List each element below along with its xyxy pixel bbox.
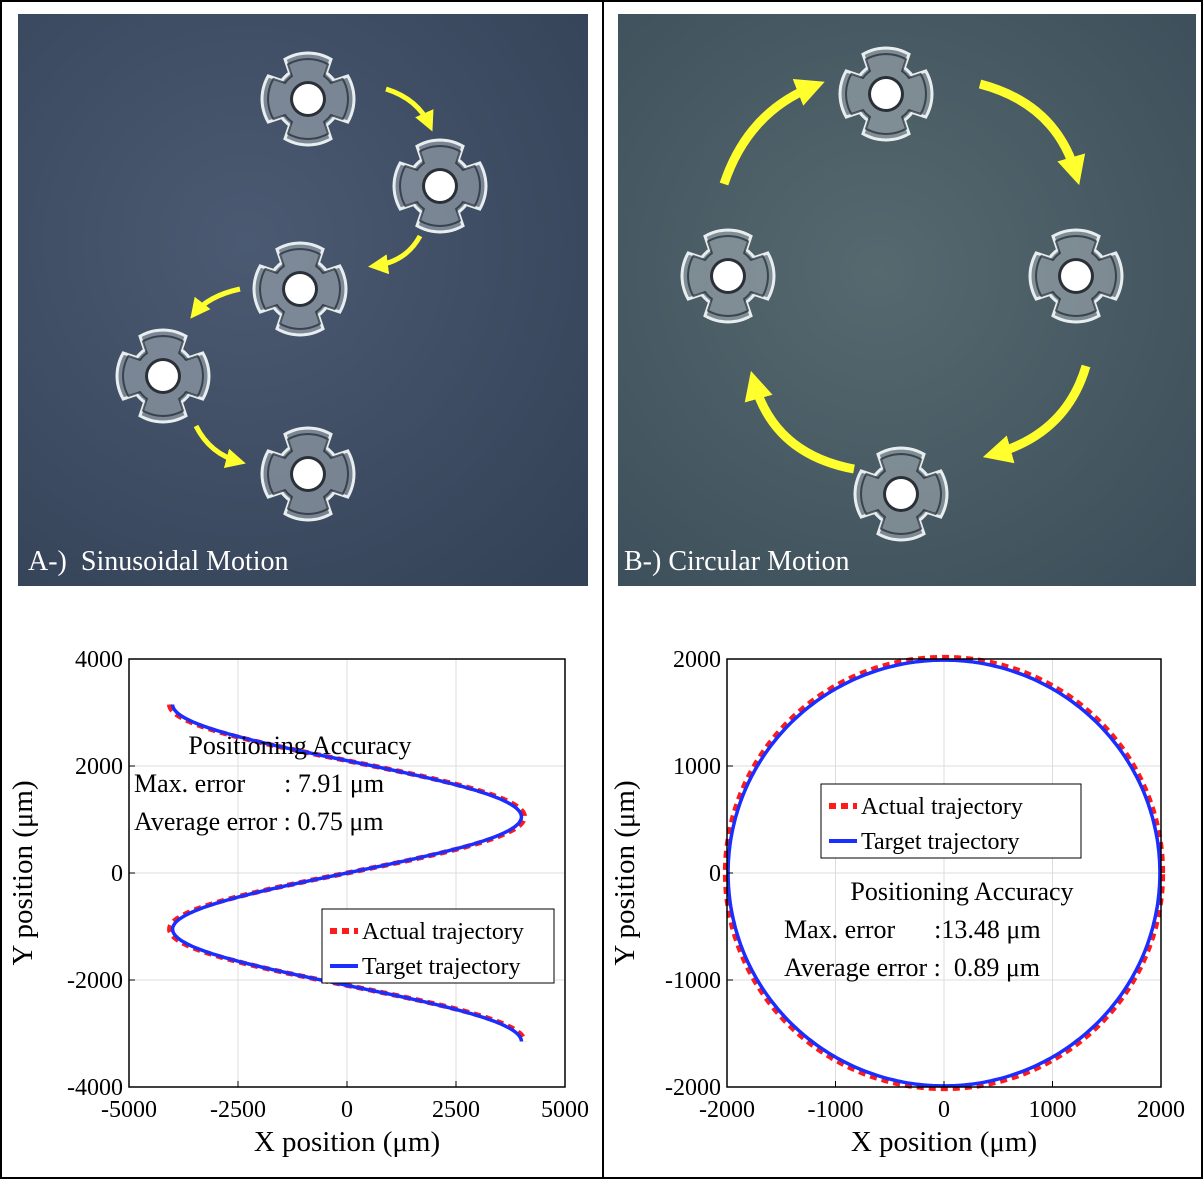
y-tick-label: -4000 [67,1075,123,1101]
max-error-label: Max. error :13.48 μm [784,915,1041,944]
microrobot-hole [871,79,901,109]
photo-sinusoidal-motion: A-) Sinusoidal Motion [18,14,588,586]
y-tick-label: 0 [111,861,123,887]
x-tick-label: 0 [938,1097,950,1123]
microrobot [260,51,356,147]
photo-b-caption: B-) Circular Motion [624,546,850,577]
series-line-target [170,704,524,1042]
microrobot-edge [258,247,342,331]
microrobot-hole [425,171,455,201]
x-tick-label: -2500 [210,1097,266,1123]
max-error-label: Max. error : 7.91 μm [134,769,384,798]
microrobot-edge [859,452,943,536]
x-tick-label: 2000 [1137,1097,1185,1123]
microrobot-hole [293,459,323,489]
accuracy-title: Positioning Accuracy [188,731,411,760]
x-tick-label: 5000 [541,1097,589,1123]
y-tick-label: 1000 [673,754,721,780]
x-tick-label: 0 [341,1097,353,1123]
y-tick-label: 2000 [673,647,721,673]
chart-a-svg: -5000 -2500 0 2500 5000 -4000 -2000 0 2000 4000 X … [7,647,589,1158]
microrobot [1028,228,1124,324]
y-axis-label: Y position (μm) [609,780,641,965]
microrobot-edge [398,144,482,228]
chart-circular: -2000 -1000 0 1000 2000 -2000 -1000 0 1000 2000 X … [604,612,1203,1177]
y-tick-label: -2000 [665,1075,721,1101]
microrobot-hole [285,274,315,304]
microrobot [838,46,934,142]
microrobot [252,241,348,337]
average-error-label: Average error : 0.89 μm [784,953,1040,982]
x-tick-label: 1000 [1029,1097,1077,1123]
microrobot [115,328,211,424]
photo-circular-motion: B-) Circular Motion [618,14,1196,586]
microrobot-edge [266,432,350,516]
photo-b-svg [618,14,1196,586]
photo-a-caption: A-) Sinusoidal Motion [28,546,289,577]
motion-arrow [978,79,1086,186]
microrobot [260,426,356,522]
y-tick-label: 0 [709,861,721,887]
microrobot-hole [148,361,178,391]
motion-arrow [190,286,241,319]
microrobot-edge [1034,234,1118,318]
microrobot [392,138,488,234]
microrobot-edge [686,234,770,318]
microrobot-edge [121,334,205,418]
y-tick-label: 2000 [75,754,123,780]
panel-divider [602,2,604,1177]
accuracy-title: Positioning Accuracy [850,877,1073,906]
microrobot-hole [293,84,323,114]
microrobot-hole [1061,261,1091,291]
microrobot [680,228,776,324]
motion-arrow [719,78,825,186]
legend-entry: Target trajectory [362,954,520,980]
chart-sinusoidal: -5000 -2500 0 2500 5000 -4000 -2000 0 2000 4000 X … [2,612,602,1177]
motion-arrows-a [190,86,434,469]
average-error-label: Average error : 0.75 μm [134,807,384,836]
legend-box [321,908,555,984]
legend-entry: Actual trajectory [362,919,524,945]
chart-b-svg: -2000 -1000 0 1000 2000 -2000 -1000 0 1000 2000 X … [609,647,1185,1158]
x-tick-label: 2500 [432,1097,480,1123]
y-tick-label: -1000 [665,968,721,994]
photo-a-svg [18,14,588,586]
microrobot-hole [713,261,743,291]
motion-arrow [385,86,434,132]
legend-entry: Target trajectory [861,829,1019,855]
x-tick-label: -2000 [699,1097,755,1123]
y-axis-label: Y position (μm) [7,780,39,965]
y-tick-label: -2000 [67,968,123,994]
motion-arrow [982,364,1091,464]
motion-arrows-b [719,78,1091,474]
microrobot-edge [266,57,350,141]
legend-entry: Actual trajectory [861,794,1023,820]
motion-arrow [193,424,246,469]
microrobot-hole [886,479,916,509]
x-tick-label: -5000 [101,1097,157,1123]
motion-arrow [368,234,423,275]
legend-box [820,783,1082,859]
x-tick-label: -1000 [808,1097,864,1123]
y-tick-label: 4000 [75,647,123,673]
motion-arrow [744,370,855,474]
x-axis-label: X position (μm) [851,1126,1037,1158]
microrobot-edge [844,52,928,136]
x-axis-label: X position (μm) [254,1126,440,1158]
microrobot [853,446,949,542]
